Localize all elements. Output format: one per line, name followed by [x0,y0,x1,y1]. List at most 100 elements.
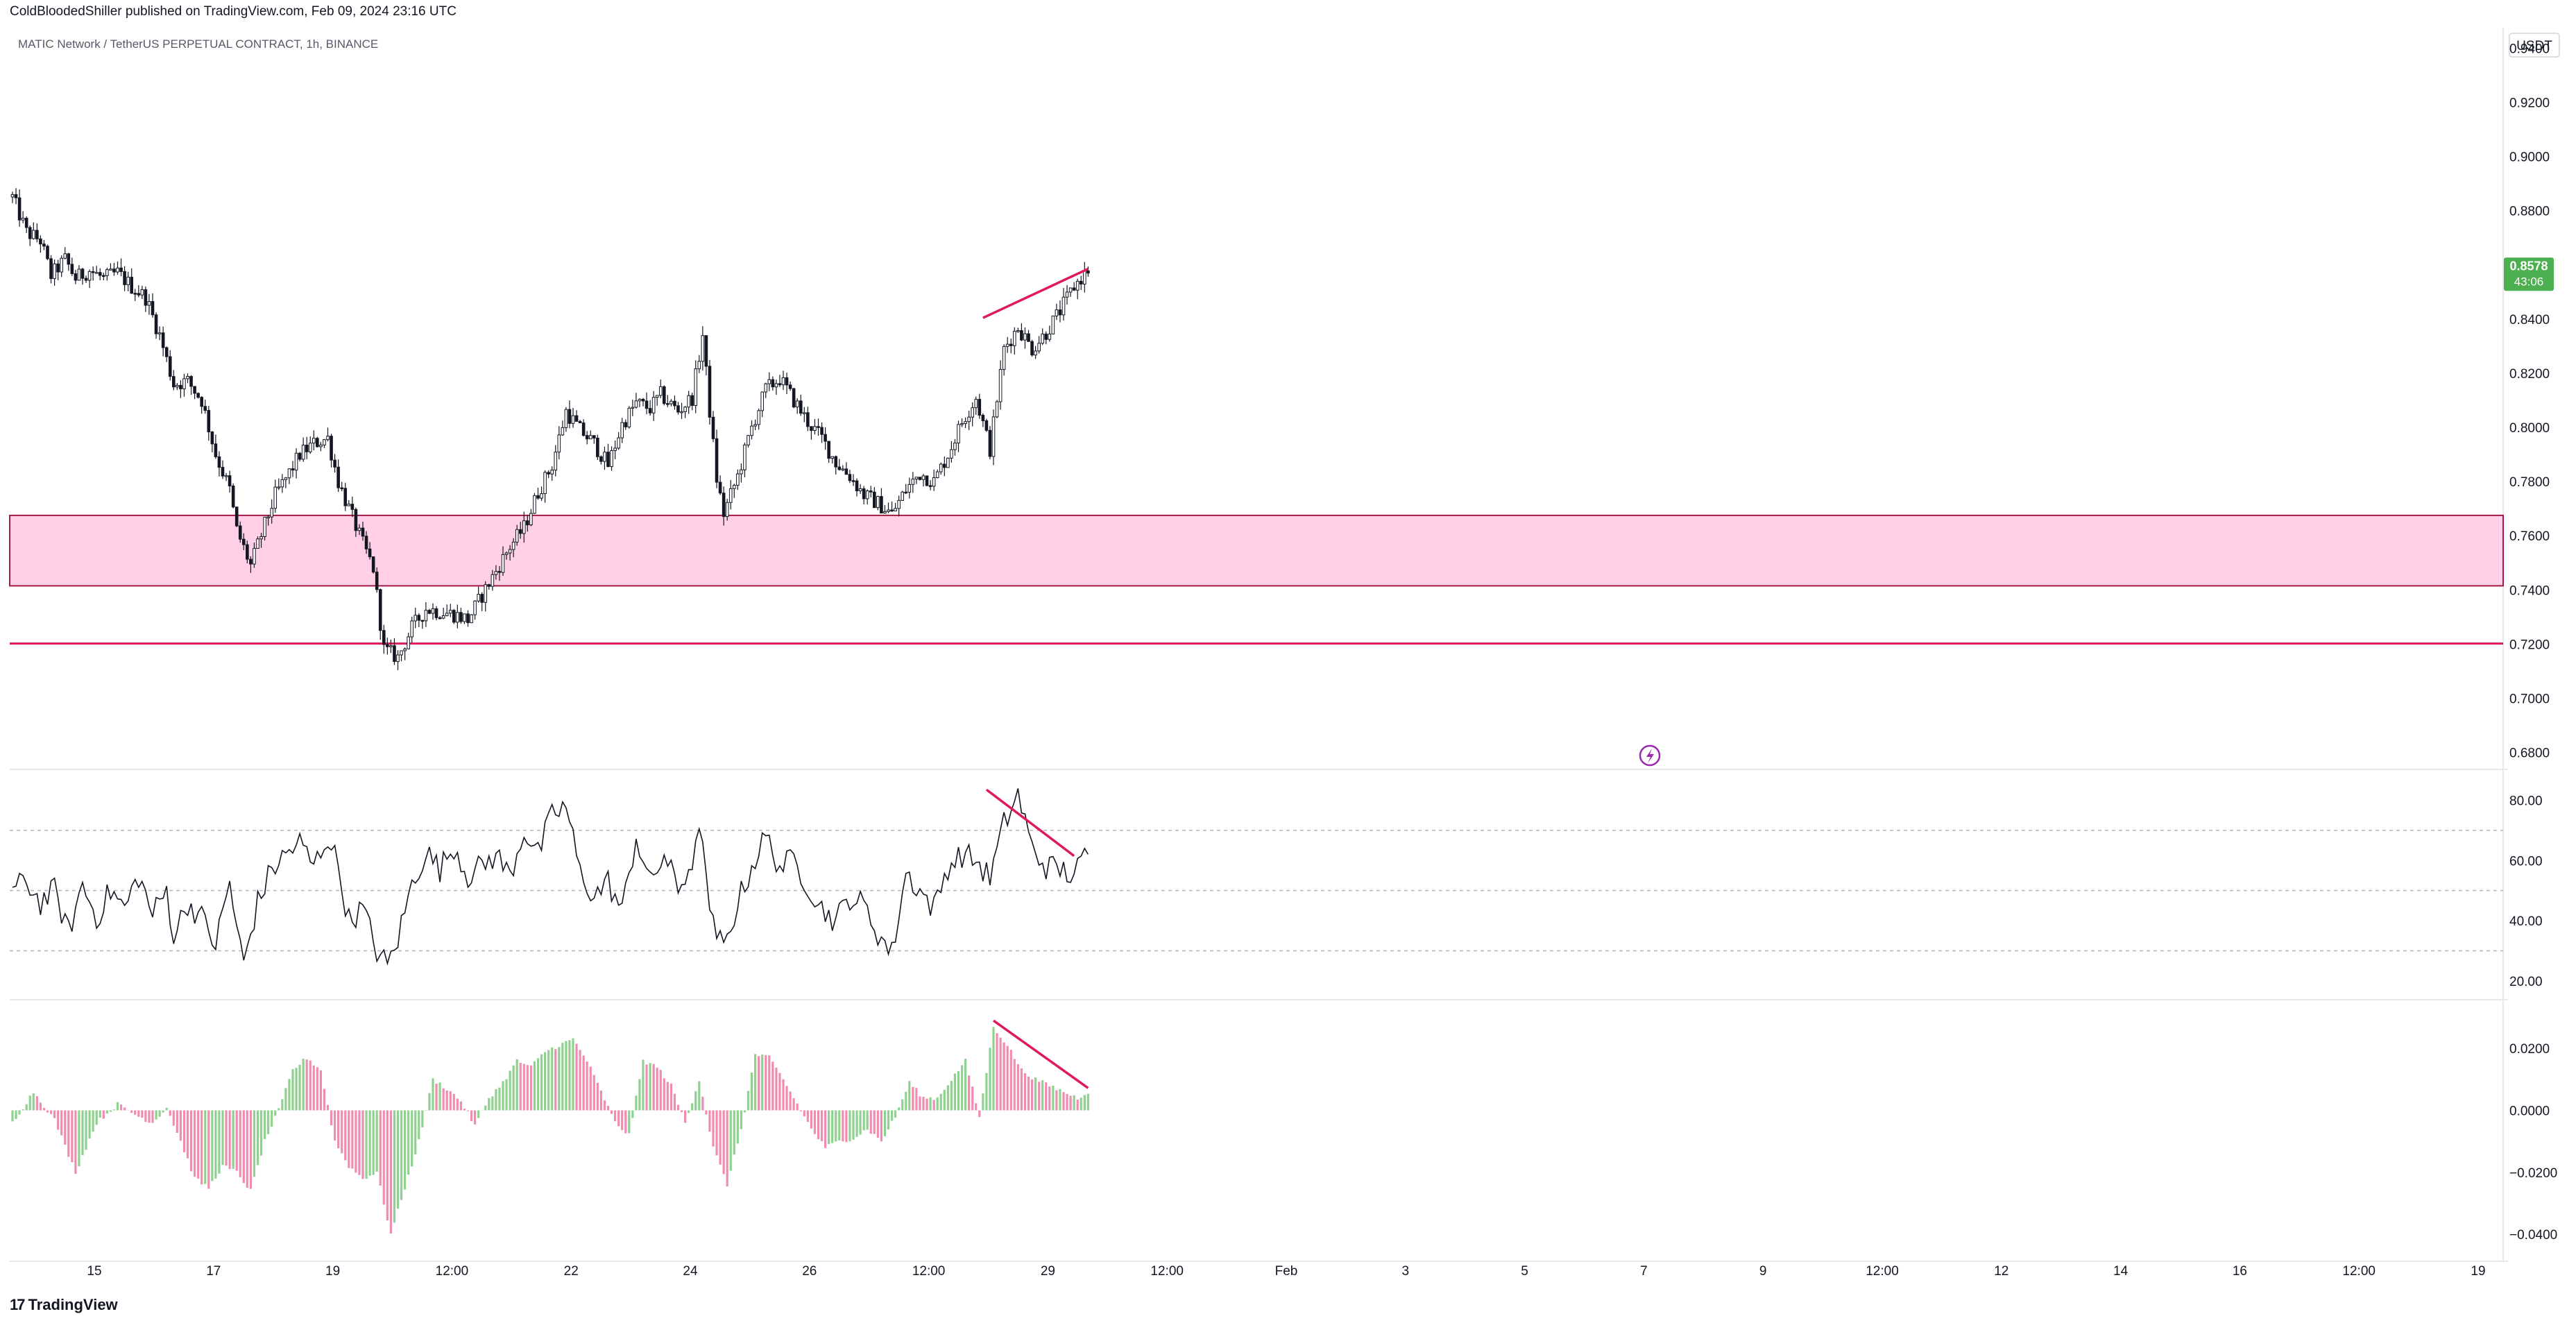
candle-body [207,410,211,433]
candle-body [890,509,894,512]
price-candles[interactable] [10,188,1090,670]
candle-body [571,415,575,424]
candle-body [459,612,463,622]
candle-body [74,273,78,281]
candle-body [246,544,249,560]
candle-body [704,335,708,367]
candle-body [382,630,386,645]
candle-body [508,549,512,554]
candle-body [960,423,964,425]
candle-body [711,416,715,439]
candle-body [1075,280,1080,291]
candle-body [389,645,393,647]
last-price-value: 0.8578 [2509,259,2548,273]
candle-body [753,424,757,427]
candle-body [157,332,162,334]
candle-body [722,493,726,518]
candle-body [862,488,866,500]
candle-body [287,468,291,479]
candle-body [14,194,18,198]
candle-body [547,472,550,475]
candle-body [830,456,835,459]
candle-body [336,466,340,488]
candle-body [658,386,663,396]
candle-body [196,393,200,398]
candle-body [186,376,189,379]
chart-grid [10,28,2508,1262]
candle-body [543,472,547,494]
candle-body [901,491,905,501]
time-tick-label: 16 [2233,1264,2247,1279]
candle-body [312,438,316,444]
candle-body [105,269,109,276]
candle-body [561,427,565,436]
oscillator-pane[interactable] [10,788,2503,966]
candle-body [536,495,540,499]
candle-body [63,253,67,259]
candle-body [424,610,428,622]
time-tick-label: 22 [564,1264,579,1279]
candle-body [774,383,778,388]
candle-body [305,445,309,452]
candle-body [666,403,669,405]
candle-body [887,509,890,512]
price-tick-label: 0.8200 [2509,367,2550,382]
candle-body [1002,345,1006,370]
candle-body [491,574,495,587]
price-tick-label: 0.8800 [2509,205,2550,219]
candle-body [981,414,985,422]
trend-lines[interactable] [982,267,1089,1089]
time-tick-label: 17 [206,1264,221,1279]
candle-body [921,475,926,480]
candle-body [1005,343,1009,347]
candle-body [792,388,796,408]
histogram-pane[interactable] [11,1027,1089,1234]
price-tick-label: 0.9000 [2509,150,2550,164]
candle-body [743,444,747,470]
candle-body [967,416,971,422]
candle-body [1027,333,1030,342]
candle-body [400,650,403,656]
candle-body [326,436,330,441]
candle-body [378,589,382,631]
oscillator-tick-label: 20.00 [2509,975,2543,989]
candle-body [1086,270,1090,274]
currency-button[interactable] [2509,33,2560,58]
candle-body [574,415,579,422]
candle-body [837,466,842,470]
oscillator-line [12,788,1089,966]
time-tick-label: 12:00 [2342,1264,2375,1279]
candle-body [581,422,586,436]
time-tick-label: 3 [1402,1264,1410,1279]
candle-body [94,272,99,274]
candle-body [511,541,515,550]
candle-body [266,516,270,519]
candle-body [876,496,880,509]
candle-body [858,488,862,492]
candle-body [588,435,592,440]
tradingview-logo[interactable]: 17 TradingView [10,1296,118,1314]
price-tick-label: 0.9400 [2509,42,2550,56]
candle-body [470,614,473,624]
candle-body [98,272,102,276]
symbol-title: MATIC Network / TetherUS PERPETUAL CONTR… [18,37,379,51]
lightning-bolt [1646,749,1654,763]
annotation-layer [9,514,2504,645]
candle-body [364,536,368,549]
tradingview-brand: TradingView [28,1296,118,1313]
trend-line [982,267,1089,319]
candle-body [991,416,996,457]
time-tick-label: Feb [1275,1264,1298,1279]
candle-body [200,397,203,407]
candle-body [91,271,95,273]
candle-body [680,411,683,413]
time-tick-label: 12 [1994,1264,2008,1279]
candle-body [655,395,659,398]
candle-body [778,383,782,386]
candle-body [371,556,375,573]
candle-body [357,527,361,531]
candle-body [316,438,319,447]
candle-body [473,600,477,615]
candle-body [441,615,445,619]
